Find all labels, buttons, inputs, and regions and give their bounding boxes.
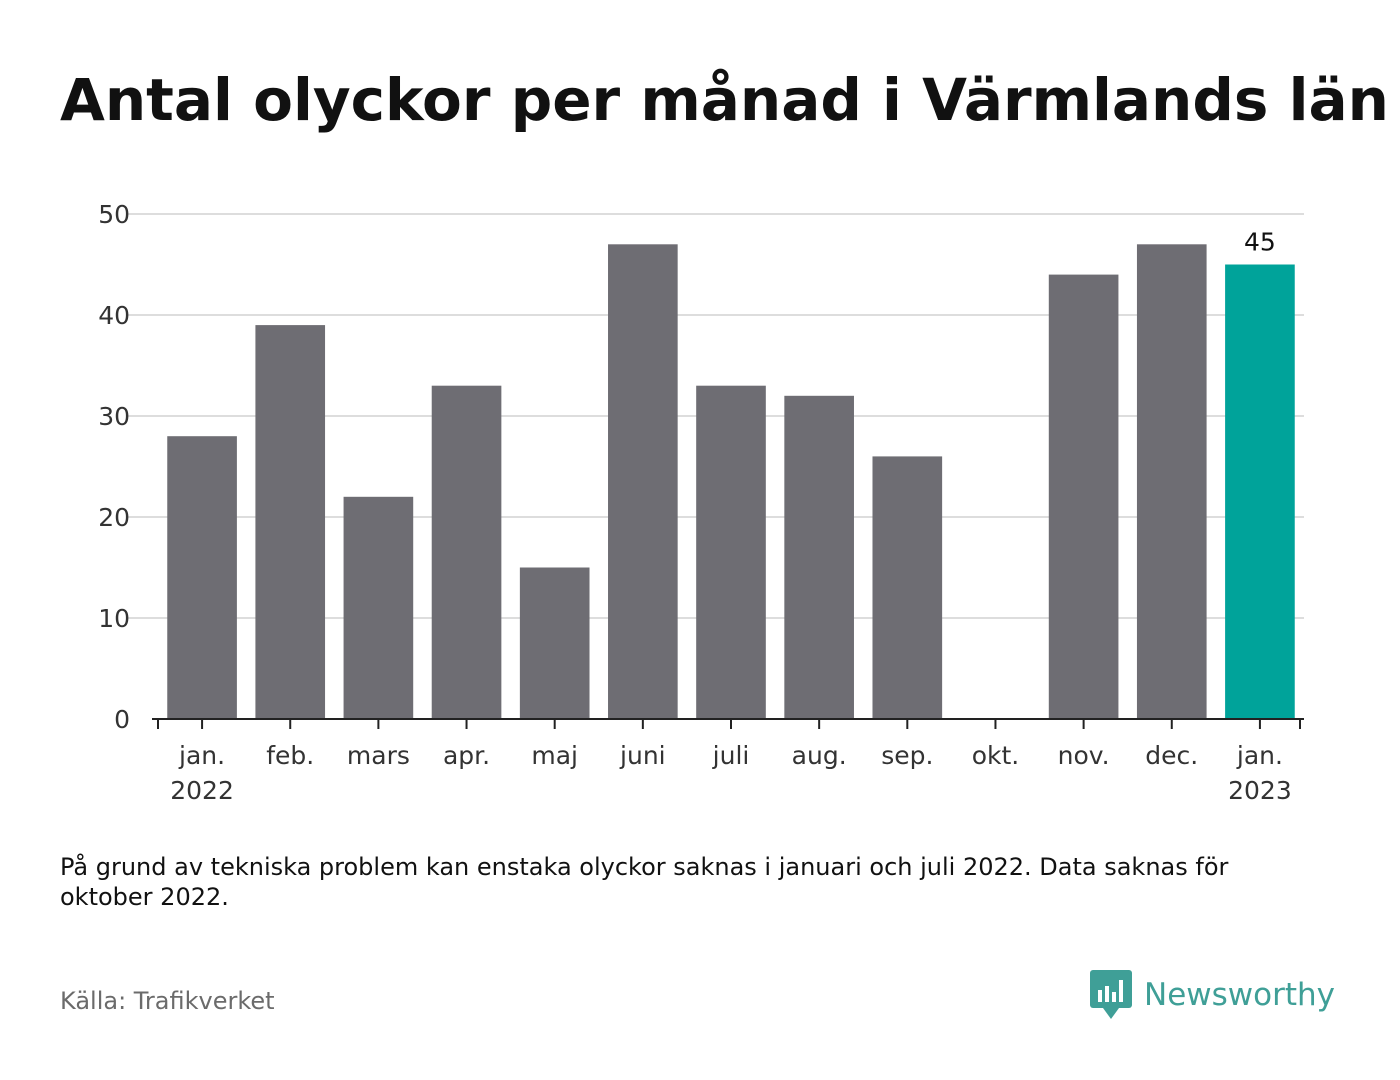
y-tick-label: 50 — [98, 200, 130, 229]
x-tick-label-year: 2023 — [1228, 776, 1292, 805]
x-tick-label-month: apr. — [443, 741, 490, 770]
bar — [784, 395, 854, 719]
bar-value-label: 45 — [1244, 228, 1276, 257]
y-tick-label: 40 — [98, 301, 130, 330]
y-tick-label: 0 — [114, 705, 130, 734]
x-axis-tick-labels: jan. 2022 feb. mars apr. maj juni juli aug. sep. o… — [170, 741, 1291, 805]
bar — [1048, 274, 1119, 719]
x-tick-label-month: juni — [619, 741, 666, 770]
chart-title: Antal olyckor per månad i Värmlands län — [60, 66, 1389, 134]
brand-logo: Newsworthy — [1090, 970, 1335, 1020]
y-tick-label: 30 — [98, 402, 130, 431]
bar — [696, 385, 766, 719]
data-labels: 45 — [1244, 228, 1276, 257]
source-label: Källa: Trafikverket — [60, 987, 275, 1015]
y-axis-tick-labels: 0 10 20 30 40 50 — [98, 200, 130, 734]
x-tick-label-month: aug. — [792, 741, 847, 770]
x-tick-label-month: feb. — [266, 741, 314, 770]
x-tick-label-month: dec. — [1145, 741, 1198, 770]
x-tick-label-month: maj — [531, 741, 578, 770]
x-tick-label-month: okt. — [972, 741, 1020, 770]
footnote: På grund av tekniska problem kan enstaka… — [60, 853, 1229, 911]
bar — [431, 385, 502, 719]
x-tick-label-month: juli — [712, 741, 750, 770]
bar — [255, 325, 326, 719]
bar-highlighted — [1225, 264, 1295, 719]
bar — [1136, 244, 1207, 720]
x-tick-label-month: nov. — [1058, 741, 1110, 770]
bar — [872, 456, 943, 719]
bar — [519, 567, 590, 719]
bar-chart-speech-bubble-icon — [1090, 970, 1132, 1019]
y-tick-label: 20 — [98, 503, 130, 532]
bar — [343, 496, 414, 719]
x-axis — [152, 718, 1304, 729]
x-tick-label-month: jan. — [178, 741, 225, 770]
y-tick-label: 10 — [98, 604, 130, 633]
brand-name: Newsworthy — [1144, 977, 1335, 1013]
x-tick-label-month: sep. — [881, 741, 933, 770]
x-tick-label-year: 2022 — [170, 776, 234, 805]
x-tick-label-month: mars — [347, 741, 410, 770]
bars — [167, 244, 1295, 720]
x-tick-label-month: jan. — [1236, 741, 1283, 770]
bar — [167, 436, 237, 719]
bar — [608, 244, 678, 720]
